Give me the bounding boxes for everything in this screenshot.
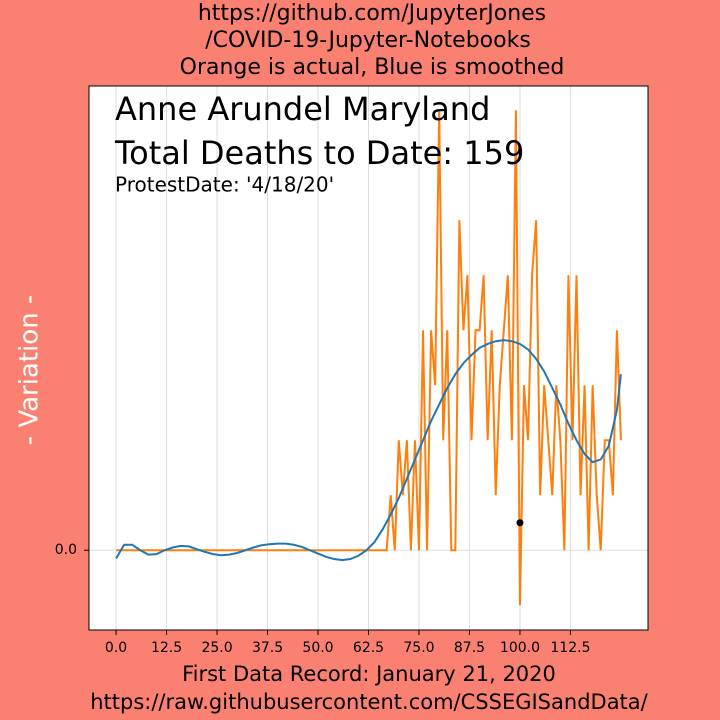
x-tick-label: 100.0 [500, 640, 540, 656]
x-tick-label: 87.5 [454, 640, 485, 656]
x-tick-label: 37.5 [252, 640, 283, 656]
x-tick-label: 62.5 [353, 640, 384, 656]
annotation: Anne Arundel Maryland [115, 90, 490, 128]
x-tick-label: 12.5 [151, 640, 182, 656]
annotation: ProtestDate: '4/18/20' [115, 173, 334, 197]
y-tick-label: 0.0 [55, 542, 77, 558]
marker-point [516, 519, 524, 527]
x-tick-label: 0.0 [105, 640, 127, 656]
x-tick-label: 50.0 [302, 640, 333, 656]
x-tick-label: 75.0 [403, 640, 434, 656]
x-axis-label: First Data Record: January 21, 2020 [182, 662, 556, 686]
annotation: Total Deaths to Date: 159 [114, 134, 524, 172]
series-line [116, 110, 622, 606]
chart-title: /COVID-19-Jupyter-Notebooks [205, 28, 531, 53]
chart-title: Orange is actual, Blue is smoothed [180, 55, 565, 80]
x-tick-label: 112.5 [550, 640, 590, 656]
chart-title: https://github.com/JupyterJones [198, 1, 546, 26]
series-line [115, 339, 622, 562]
source-note: https://raw.githubusercontent.com/CSSEGI… [90, 690, 648, 714]
x-tick-label: 25.0 [201, 640, 232, 656]
y-axis-label: - Variation - [15, 295, 45, 446]
